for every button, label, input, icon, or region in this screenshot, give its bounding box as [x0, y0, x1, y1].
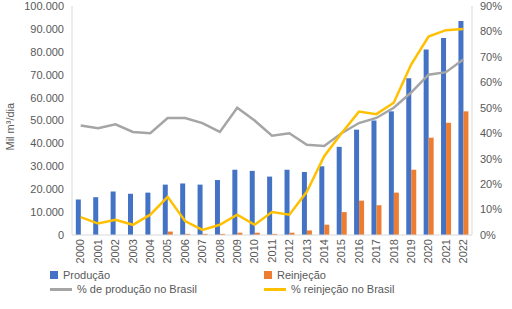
- svg-text:100.000: 100.000: [24, 0, 64, 12]
- svg-text:70.000: 70.000: [30, 69, 64, 81]
- svg-text:90.000: 90.000: [30, 23, 64, 35]
- svg-text:2010: 2010: [248, 239, 260, 263]
- svg-text:2002: 2002: [109, 239, 121, 263]
- svg-text:2022: 2022: [457, 239, 469, 263]
- svg-text:2018: 2018: [388, 239, 400, 263]
- svg-text:2009: 2009: [231, 239, 243, 263]
- svg-text:2005: 2005: [161, 239, 173, 263]
- svg-text:2000: 2000: [75, 239, 87, 263]
- svg-text:2012: 2012: [283, 239, 295, 263]
- svg-text:0: 0: [58, 229, 64, 241]
- svg-text:0%: 0%: [480, 229, 496, 241]
- svg-text:2021: 2021: [440, 239, 452, 263]
- svg-text:2019: 2019: [405, 239, 417, 263]
- svg-text:2013: 2013: [301, 239, 313, 263]
- svg-text:60%: 60%: [480, 76, 502, 88]
- svg-text:2011: 2011: [266, 239, 278, 263]
- svg-text:2020: 2020: [422, 239, 434, 263]
- svg-text:50%: 50%: [480, 102, 502, 114]
- svg-text:90%: 90%: [480, 0, 502, 12]
- svg-text:2014: 2014: [318, 239, 330, 263]
- svg-text:10.000: 10.000: [30, 206, 64, 218]
- svg-text:20%: 20%: [480, 178, 502, 190]
- svg-text:2015: 2015: [335, 239, 347, 263]
- svg-text:10%: 10%: [480, 203, 502, 215]
- svg-text:40%: 40%: [480, 127, 502, 139]
- svg-text:2017: 2017: [370, 239, 382, 263]
- html-text:% de produção no Brasil: % de produção no Brasil: [77, 283, 197, 295]
- svg-text:Mil m³/dia: Mil m³/dia: [8, 102, 16, 151]
- html-text:% reinjeção no Brasil: % reinjeção no Brasil: [291, 283, 395, 295]
- svg-text:30.000: 30.000: [30, 160, 64, 172]
- svg-text:70%: 70%: [480, 51, 502, 63]
- svg-text:30%: 30%: [480, 153, 502, 165]
- svg-text:2008: 2008: [214, 239, 226, 263]
- svg-text:60.000: 60.000: [30, 92, 64, 104]
- html-text:Reinjeção: Reinjeção: [277, 269, 326, 281]
- svg-text:2004: 2004: [144, 239, 156, 263]
- svg-text:20.000: 20.000: [30, 183, 64, 195]
- svg-text:2001: 2001: [92, 239, 104, 263]
- svg-text:2016: 2016: [353, 239, 365, 263]
- svg-text:2006: 2006: [179, 239, 191, 263]
- svg-text:80.000: 80.000: [30, 46, 64, 58]
- svg-text:80%: 80%: [480, 25, 502, 37]
- html-text:Produção: Produção: [63, 269, 111, 281]
- svg-text:2007: 2007: [196, 239, 208, 263]
- svg-text:40.000: 40.000: [30, 137, 64, 149]
- svg-text:2003: 2003: [127, 239, 139, 263]
- svg-text:50.000: 50.000: [30, 114, 64, 126]
